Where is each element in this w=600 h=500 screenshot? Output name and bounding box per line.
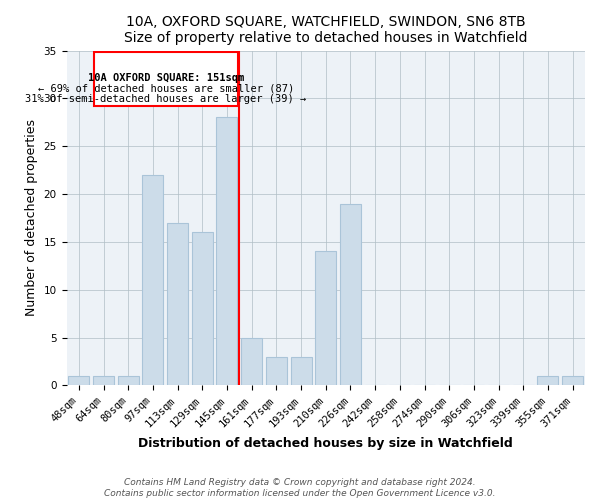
- Bar: [266, 356, 287, 386]
- Text: 10A OXFORD SQUARE: 151sqm: 10A OXFORD SQUARE: 151sqm: [88, 74, 244, 84]
- Y-axis label: Number of detached properties: Number of detached properties: [25, 120, 38, 316]
- Bar: [340, 204, 361, 386]
- Bar: [68, 376, 89, 386]
- Title: 10A, OXFORD SQUARE, WATCHFIELD, SWINDON, SN6 8TB
Size of property relative to de: 10A, OXFORD SQUARE, WATCHFIELD, SWINDON,…: [124, 15, 527, 45]
- Text: 31% of semi-detached houses are larger (39) →: 31% of semi-detached houses are larger (…: [25, 94, 307, 104]
- Bar: [217, 118, 238, 386]
- Bar: [538, 376, 559, 386]
- Bar: [167, 222, 188, 386]
- Bar: [192, 232, 213, 386]
- Bar: [142, 175, 163, 386]
- Bar: [93, 376, 114, 386]
- Bar: [241, 338, 262, 386]
- Text: ← 69% of detached houses are smaller (87): ← 69% of detached houses are smaller (87…: [38, 84, 294, 94]
- X-axis label: Distribution of detached houses by size in Watchfield: Distribution of detached houses by size …: [139, 437, 513, 450]
- Bar: [94, 52, 238, 106]
- Bar: [562, 376, 583, 386]
- Bar: [118, 376, 139, 386]
- Text: Contains HM Land Registry data © Crown copyright and database right 2024.
Contai: Contains HM Land Registry data © Crown c…: [104, 478, 496, 498]
- Bar: [290, 356, 311, 386]
- Bar: [315, 252, 336, 386]
